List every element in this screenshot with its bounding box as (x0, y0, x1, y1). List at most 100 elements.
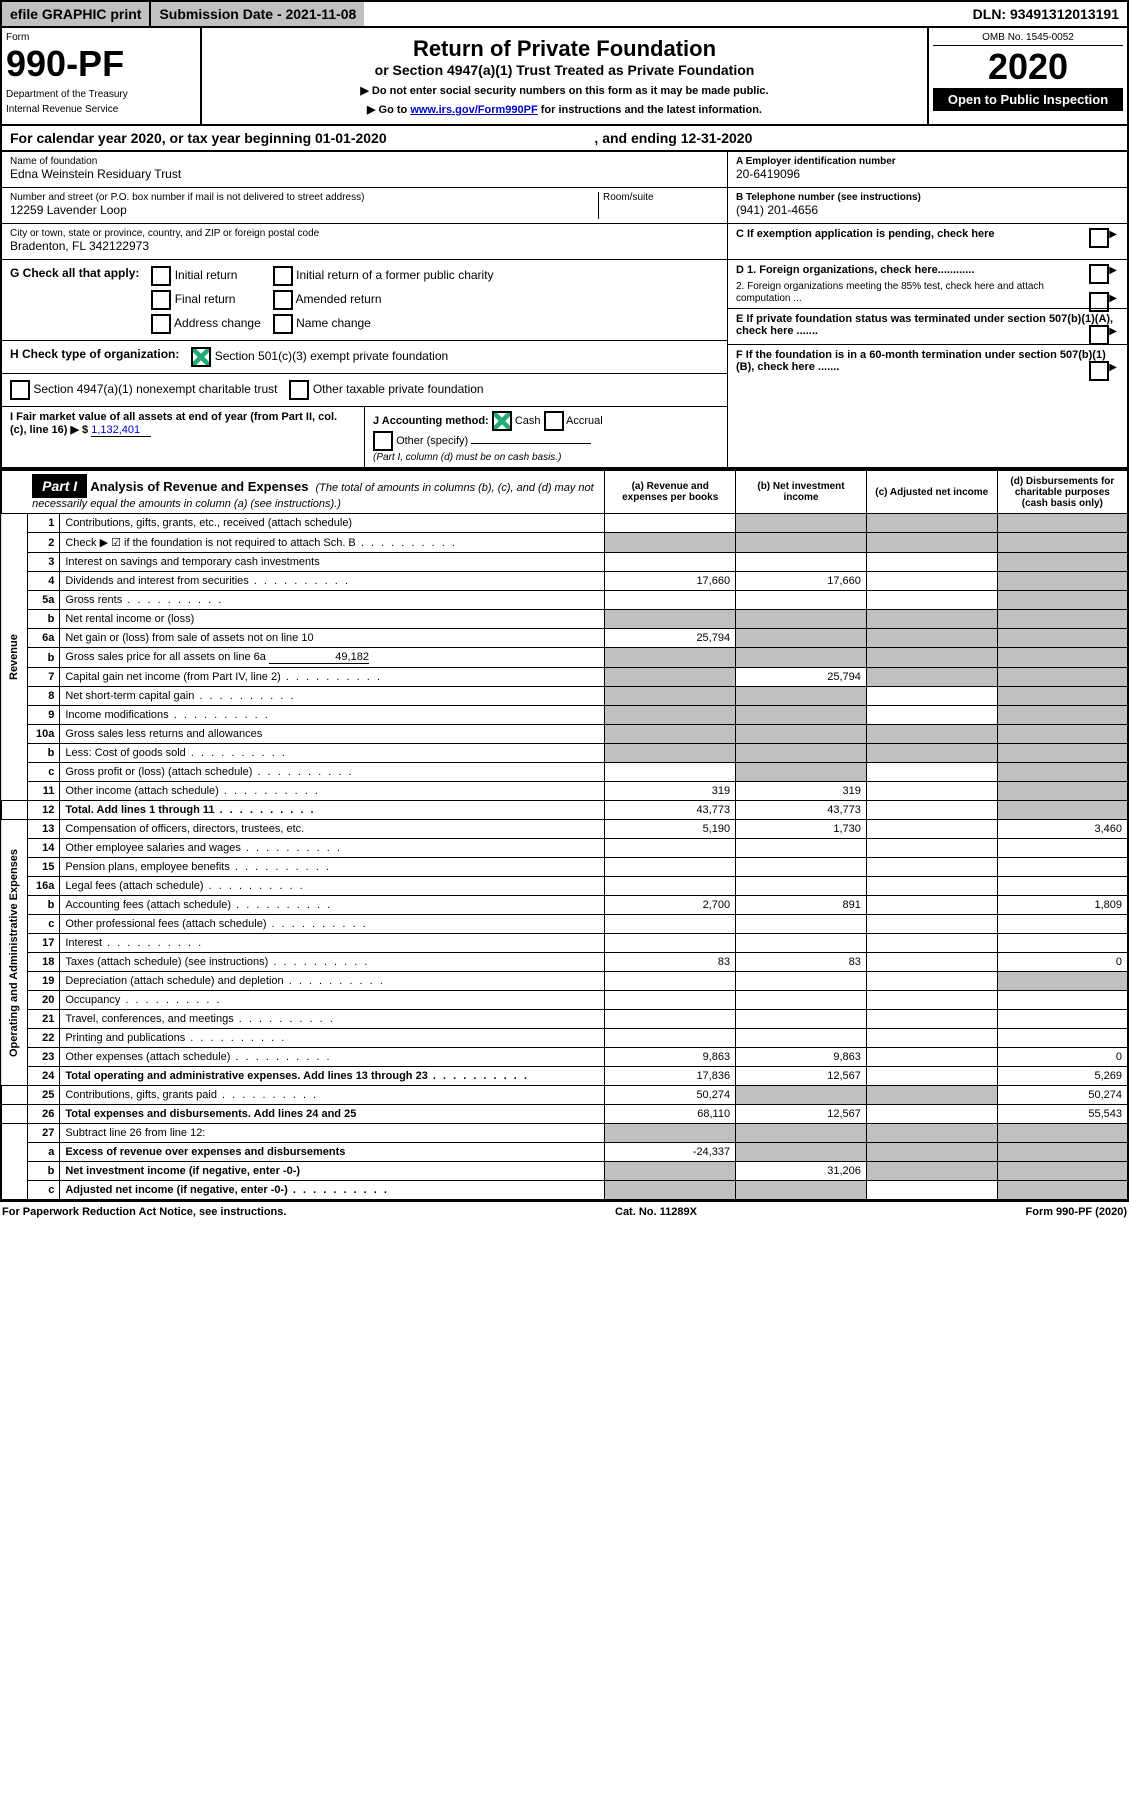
r12-b: 43,773 (736, 801, 867, 820)
cash-check[interactable] (492, 411, 512, 431)
r13-a: 5,190 (605, 820, 736, 839)
r19-text: Depreciation (attach schedule) and deple… (65, 975, 283, 987)
r25-a: 50,274 (605, 1086, 736, 1105)
g-opt3: Initial return of a former public charit… (296, 268, 493, 282)
r25-num: 25 (27, 1086, 60, 1105)
r8-desc: Net short-term capital gain (60, 687, 605, 706)
r10c-text: Gross profit or (loss) (attach schedule) (65, 766, 252, 778)
r20-text: Occupancy (65, 994, 120, 1006)
r24-text: Total operating and administrative expen… (65, 1070, 427, 1082)
r20-num: 20 (27, 991, 60, 1010)
footer: For Paperwork Reduction Act Notice, see … (0, 1201, 1129, 1222)
j-cash: Cash (515, 415, 541, 427)
initial-return-check[interactable] (151, 266, 171, 286)
r11-num: 11 (27, 782, 60, 801)
r15-desc: Pension plans, employee benefits (60, 858, 605, 877)
r5b-num: b (27, 610, 60, 629)
r8-num: 8 (27, 687, 60, 706)
name-label: Name of foundation (10, 156, 719, 167)
f-check[interactable] (1089, 361, 1109, 381)
expenses-sidelabel: Operating and Administrative Expenses (1, 820, 27, 1086)
r24-num: 24 (27, 1067, 60, 1086)
r25-desc: Contributions, gifts, grants paid (60, 1086, 605, 1105)
telephone: (941) 201-4656 (736, 203, 1119, 217)
r23-num: 23 (27, 1048, 60, 1067)
r8-text: Net short-term capital gain (65, 690, 194, 702)
r22-text: Printing and publications (65, 1032, 185, 1044)
r7-desc: Capital gain net income (from Part IV, l… (60, 668, 605, 687)
501c3-check[interactable] (191, 347, 211, 367)
j-cell: J Accounting method: Cash Accrual Other … (365, 407, 727, 467)
r23-a: 9,863 (605, 1048, 736, 1067)
r7-text: Capital gain net income (from Part IV, l… (65, 671, 280, 683)
r7-b: 25,794 (736, 668, 867, 687)
submission-date: Submission Date - 2021-11-08 (149, 2, 364, 26)
c-check[interactable] (1089, 228, 1109, 248)
r21-num: 21 (27, 1010, 60, 1029)
r6a-a: 25,794 (605, 629, 736, 648)
f-row: F If the foundation is in a 60-month ter… (728, 345, 1127, 381)
address: 12259 Lavender Loop (10, 203, 594, 217)
r19-num: 19 (27, 972, 60, 991)
r23-text: Other expenses (attach schedule) (65, 1051, 230, 1063)
r25-d: 50,274 (997, 1086, 1128, 1105)
h-opt1: Section 501(c)(3) exempt private foundat… (215, 349, 448, 363)
r10a-num: 10a (27, 725, 60, 744)
f-label: F If the foundation is in a 60-month ter… (736, 349, 1106, 373)
r6b-inline: 49,182 (269, 651, 369, 664)
r6b-num: b (27, 648, 60, 668)
initial-former-check[interactable] (273, 266, 293, 286)
g-opt0: Initial return (175, 268, 238, 282)
r27b-b: 31,206 (736, 1162, 867, 1181)
amended-return-check[interactable] (273, 290, 293, 310)
r26-a: 68,110 (605, 1105, 736, 1124)
r23-desc: Other expenses (attach schedule) (60, 1048, 605, 1067)
e-row: E If private foundation status was termi… (728, 309, 1127, 345)
r18-b: 83 (736, 953, 867, 972)
r4-desc: Dividends and interest from securities (60, 572, 605, 591)
d1-check[interactable] (1089, 264, 1109, 284)
r23-d: 0 (997, 1048, 1128, 1067)
note2-pre: ▶ Go to (367, 104, 410, 116)
r16b-num: b (27, 896, 60, 915)
r15-text: Pension plans, employee benefits (65, 861, 230, 873)
instructions-link[interactable]: www.irs.gov/Form990PF (410, 104, 537, 116)
e-check[interactable] (1089, 325, 1109, 345)
fmv-value: 1,132,401 (91, 424, 151, 437)
r18-text: Taxes (attach schedule) (see instruction… (65, 956, 268, 968)
g-opt5: Name change (296, 316, 371, 330)
note1: ▶ Do not enter social security numbers o… (210, 84, 919, 97)
r27c-text: Adjusted net income (if negative, enter … (65, 1184, 287, 1196)
d1-label: D 1. Foreign organizations, check here..… (736, 264, 974, 276)
r5a-desc: Gross rents (60, 591, 605, 610)
note2: ▶ Go to www.irs.gov/Form990PF for instru… (210, 103, 919, 116)
final-return-check[interactable] (151, 290, 171, 310)
city: Bradenton, FL 342122973 (10, 239, 719, 253)
name-change-check[interactable] (273, 314, 293, 334)
r13-num: 13 (27, 820, 60, 839)
r16a-num: 16a (27, 877, 60, 896)
r18-num: 18 (27, 953, 60, 972)
r24-b: 12,567 (736, 1067, 867, 1086)
accrual-check[interactable] (544, 411, 564, 431)
r18-a: 83 (605, 953, 736, 972)
r12-desc: Total. Add lines 1 through 11 (60, 801, 605, 820)
footer-right: Form 990-PF (2020) (1026, 1206, 1127, 1218)
other-taxable-check[interactable] (289, 380, 309, 400)
c-row: C If exemption application is pending, c… (728, 224, 1127, 260)
r16b-b: 891 (736, 896, 867, 915)
r6a-num: 6a (27, 629, 60, 648)
footer-left: For Paperwork Reduction Act Notice, see … (2, 1206, 286, 1218)
r15-num: 15 (27, 858, 60, 877)
r14-num: 14 (27, 839, 60, 858)
address-change-check[interactable] (151, 314, 171, 334)
g-opt1: Final return (175, 292, 236, 306)
r22-desc: Printing and publications (60, 1029, 605, 1048)
r5a-num: 5a (27, 591, 60, 610)
4947-check[interactable] (10, 380, 30, 400)
r13-desc: Compensation of officers, directors, tru… (60, 820, 605, 839)
r18-desc: Taxes (attach schedule) (see instruction… (60, 953, 605, 972)
other-method-check[interactable] (373, 431, 393, 451)
form-label: Form (6, 32, 196, 43)
h-label: H Check type of organization: (10, 347, 179, 361)
